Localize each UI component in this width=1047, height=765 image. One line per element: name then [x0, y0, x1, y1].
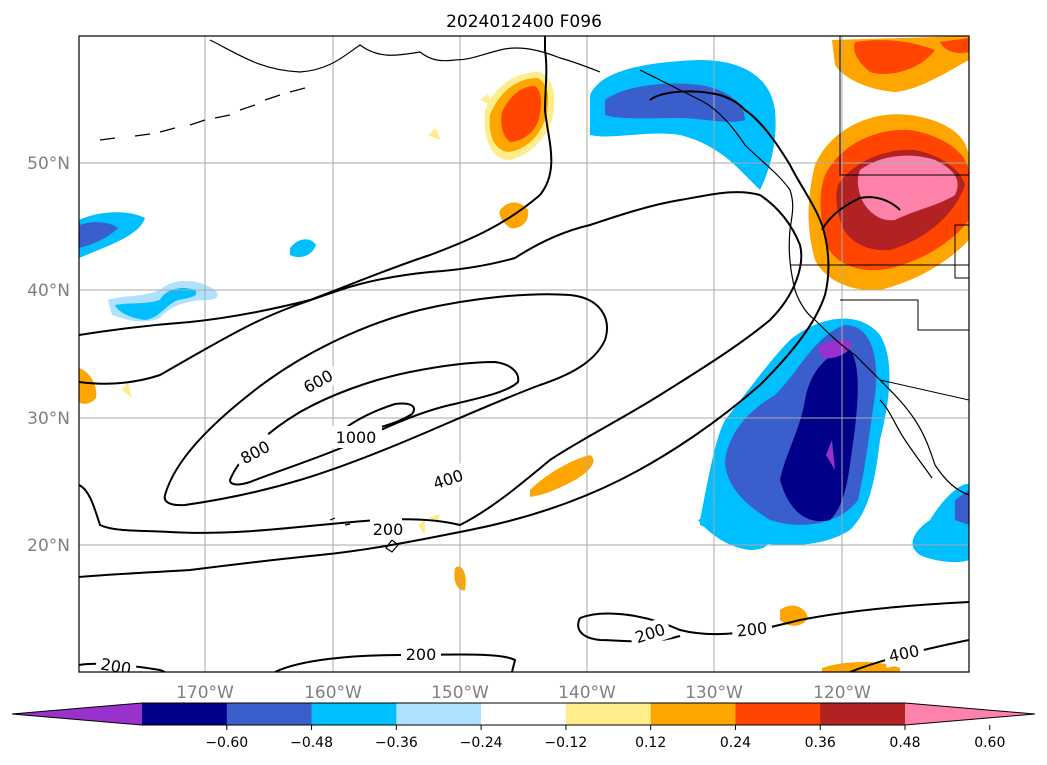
aleutians [99, 87, 306, 141]
colorbar-segment [481, 703, 567, 725]
contour-label-200-sw: 200 [99, 654, 132, 678]
colorbar-segment [820, 703, 906, 725]
positive-anomaly-west-edge [79, 368, 97, 404]
colorbar-tick-label: −0.24 [460, 735, 503, 751]
negative-anomaly-se [912, 484, 969, 563]
map-panel: 600 800 1000 400 200 200 200 200 200 400 [79, 36, 969, 678]
colorbar-outline [11, 702, 1036, 726]
lat-tick-label: 40°N [27, 281, 70, 301]
baja-coast [879, 399, 933, 479]
colorbar-segment [650, 703, 736, 725]
contour-800 [228, 360, 520, 486]
colorbar-tick-label: 0.12 [635, 735, 666, 751]
colorbar-segment [735, 703, 821, 725]
colorbar-segment [142, 703, 228, 725]
figure-title: 2024012400 F096 [446, 12, 602, 32]
positive-anomaly-gulf-core [501, 86, 542, 142]
lat-tick-label: 50°N [27, 154, 70, 174]
colorbar-tick-label: −0.60 [205, 735, 248, 751]
lat-tick-labels: 50°N 40°N 30°N 20°N [27, 154, 70, 556]
negative-anomaly-40n-core [115, 288, 197, 320]
lon-tick-label: 120°W [813, 683, 871, 703]
colorbar-extend-high [905, 703, 1035, 725]
colorbar-tick-label: 0.48 [889, 735, 920, 751]
colorbar-tick-label: −0.36 [375, 735, 418, 751]
contour-label-200-se2: 200 [736, 618, 768, 640]
west-coast [788, 229, 969, 496]
negative-anomaly-sw [698, 516, 769, 550]
colorbar-segment [565, 703, 652, 725]
lon-tick-labels: 170°W 160°W 150°W 140°W 130°W 120°W [176, 683, 871, 703]
negative-anomaly-west-core [79, 222, 118, 248]
lat-tick-label: 20°N [27, 536, 70, 556]
colorbar: −0.60 −0.48 −0.36 −0.24 −0.12 0.12 0.24 0.36 0.4… [11, 702, 1036, 751]
colorbar-segment [226, 703, 313, 725]
colorbar-tick-label: 0.60 [974, 735, 1005, 751]
lon-tick-label: 130°W [685, 683, 743, 703]
contour-label-1000: 1000 [336, 428, 377, 447]
lon-tick-label: 160°W [304, 683, 362, 703]
negative-anomaly-baja-purple [818, 339, 852, 470]
positive-anomaly-ne-core [854, 38, 969, 74]
gridlines [79, 36, 969, 672]
positive-anomaly-subtrop [530, 455, 594, 497]
negative-anomaly-se-core [955, 490, 969, 525]
colorbar-extend-low [12, 703, 142, 725]
negative-anomaly-baja-core [780, 350, 858, 522]
colorbar-segment [311, 703, 397, 725]
colorbar-tick-label: −0.48 [290, 735, 333, 751]
colorbar-segment [396, 703, 482, 725]
colorbar-tick-label: 0.24 [720, 735, 751, 751]
lat-tick-label: 30°N [27, 409, 70, 429]
political-borders [790, 36, 969, 401]
contour-label-200-s: 200 [406, 645, 437, 664]
positive-anomaly-pnw-core [857, 155, 958, 221]
alaska-coast [209, 39, 601, 73]
contour-200-ne [821, 196, 901, 231]
lon-tick-label: 170°W [176, 683, 234, 703]
contour-label-200-hawaii: 200 [373, 520, 404, 539]
map-frame [78, 35, 970, 673]
lon-tick-label: 140°W [558, 683, 616, 703]
lon-tick-label: 150°W [431, 683, 489, 703]
contour-200-north [79, 36, 830, 578]
colorbar-tick-label: 0.36 [805, 735, 836, 751]
negative-anomaly-small [290, 239, 316, 258]
contour-600 [163, 293, 608, 507]
bc-coast [639, 69, 794, 231]
colorbar-tick-label: −0.12 [544, 735, 587, 751]
contour-400 [79, 191, 803, 534]
